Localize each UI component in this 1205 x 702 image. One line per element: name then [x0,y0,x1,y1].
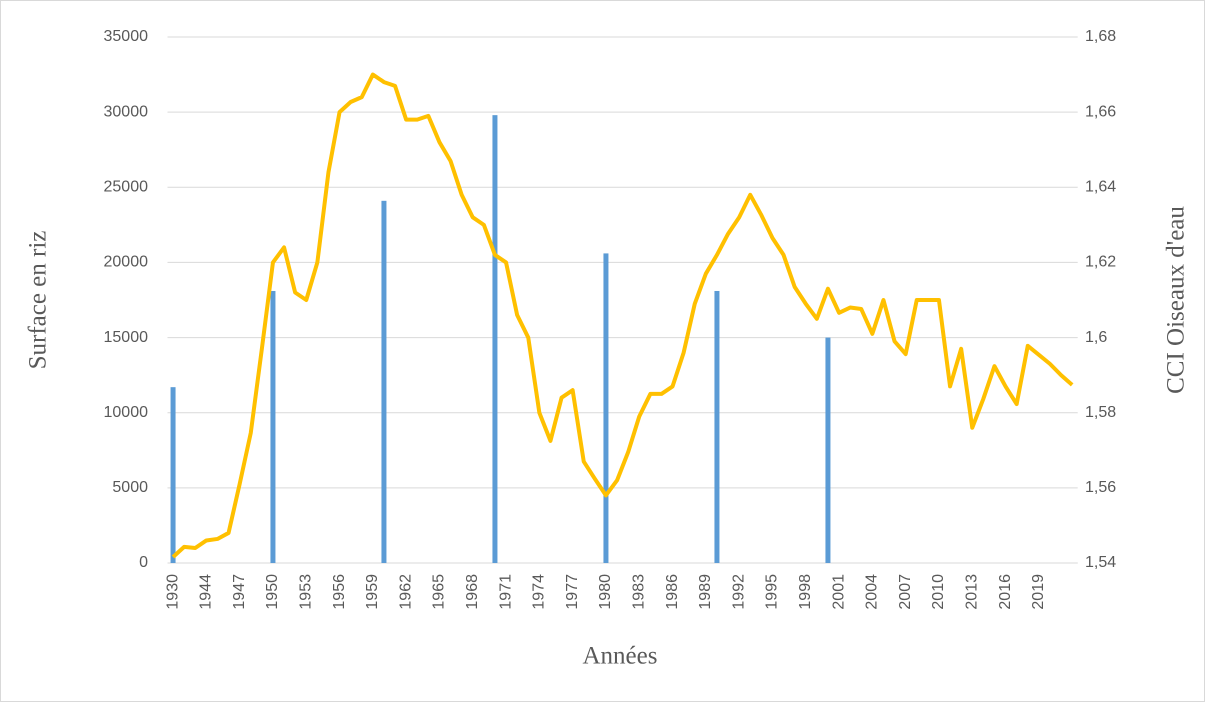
bar [714,290,720,563]
y-tick-label: 30000 [104,103,149,120]
y-tick-label: 35000 [104,28,149,45]
x-tick-label: 1986 [664,574,681,610]
y2-tick-label: 1,62 [1085,254,1116,271]
y-tick-label: 20000 [104,254,149,271]
y2-tick-label: 1,58 [1085,404,1116,421]
x-tick-label: 1947 [231,574,248,610]
x-tick-label: 1971 [497,574,514,610]
x-tick-label: 2016 [997,574,1014,610]
bar [825,337,831,563]
x-tick-label: 1965 [431,574,448,610]
bar [170,387,176,563]
y-tick-label: 5000 [112,479,148,496]
x-tick-label: 1989 [697,574,714,610]
y2-tick-label: 1,6 [1085,329,1107,346]
y2-tick-label: 1,54 [1085,554,1116,571]
y2-tick-label: 1,56 [1085,479,1116,496]
y2-tick-label: 1,66 [1085,103,1116,120]
x-tick-label: 1998 [797,574,814,610]
x-tick-label: 1995 [764,574,781,610]
x-tick-label: 1983 [630,574,647,610]
y-tick-label: 25000 [104,179,149,196]
x-tick-label: 2004 [864,574,881,610]
x-tick-label: 2007 [897,574,914,610]
y2-tick-label: 1,64 [1085,179,1116,196]
bar [492,115,498,564]
x-tick-label: 1930 [164,574,181,610]
x-tick-label: 1962 [397,574,414,610]
bar [381,200,387,563]
x-tick-label: 1956 [331,574,348,610]
line [171,72,1074,559]
y-tick-label: 15000 [104,329,149,346]
x-tick-label: 1968 [464,574,481,610]
x-tick-label: 2013 [963,574,980,610]
x-tick-label: 1980 [597,574,614,610]
x-tick-label: 1974 [531,574,548,610]
x-tick-label: 2019 [1030,574,1047,610]
x-tick-label: 1959 [364,574,381,610]
x-tick-label: 2001 [830,574,847,610]
x-axis-title: Années [583,643,658,670]
y-axis-title: Surface en riz [25,231,52,370]
y2-tick-label: 1,68 [1085,28,1116,45]
x-tick-label: 1950 [264,574,281,610]
x-tick-label: 1977 [564,574,581,610]
bar [270,290,276,563]
x-tick-label: 2010 [930,574,947,610]
bar [603,253,609,563]
y-tick-label: 10000 [104,404,149,421]
y2-axis-title: CCI Oiseaux d'eau [1163,206,1190,394]
y-tick-label: 0 [139,554,148,571]
x-tick-label: 1992 [730,574,747,610]
x-tick-label: 1944 [198,574,215,610]
x-tick-label: 1953 [297,574,314,610]
